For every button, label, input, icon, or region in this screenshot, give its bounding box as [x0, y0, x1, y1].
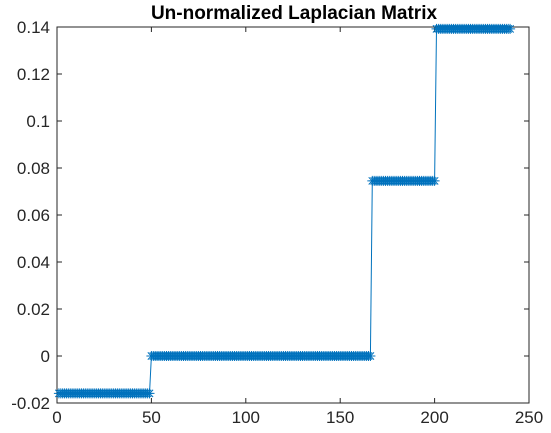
x-tick-label: 150 [326, 408, 354, 427]
x-tick-label: 200 [420, 408, 448, 427]
y-tick-label: 0.14 [17, 18, 50, 37]
y-tick-label: 0.04 [17, 253, 50, 272]
data-point-marker [365, 351, 376, 361]
series-markers [53, 23, 516, 399]
data-point-marker [144, 388, 155, 399]
x-axis-ticks: 0 50 100 150 200 250 [52, 27, 543, 427]
y-axis-ticks: -0.02 0 0.02 0.04 0.06 0.08 0.1 0.12 0.14 [11, 18, 529, 413]
y-tick-label: 0.02 [17, 300, 50, 319]
x-tick-label: 250 [515, 408, 543, 427]
x-tick-label: 0 [52, 408, 61, 427]
x-tick-label: 100 [232, 408, 260, 427]
x-tick-label: 50 [142, 408, 161, 427]
y-tick-label: 0.1 [26, 112, 50, 131]
data-point-marker [429, 175, 440, 186]
chart-title: Un-normalized Laplacian Matrix [151, 3, 438, 24]
axes-box [56, 26, 530, 404]
y-tick-label: 0.06 [17, 206, 50, 225]
y-tick-label: -0.02 [11, 394, 50, 413]
plot-area: 0 50 100 150 200 250 -0.0200.020.040.060.080.… [11, 18, 543, 427]
data-point-marker [505, 23, 516, 34]
y-tick-label: 0.08 [17, 159, 50, 178]
y-tick-label: 0 [41, 347, 50, 366]
y-tick-label: 0.12 [17, 65, 50, 84]
